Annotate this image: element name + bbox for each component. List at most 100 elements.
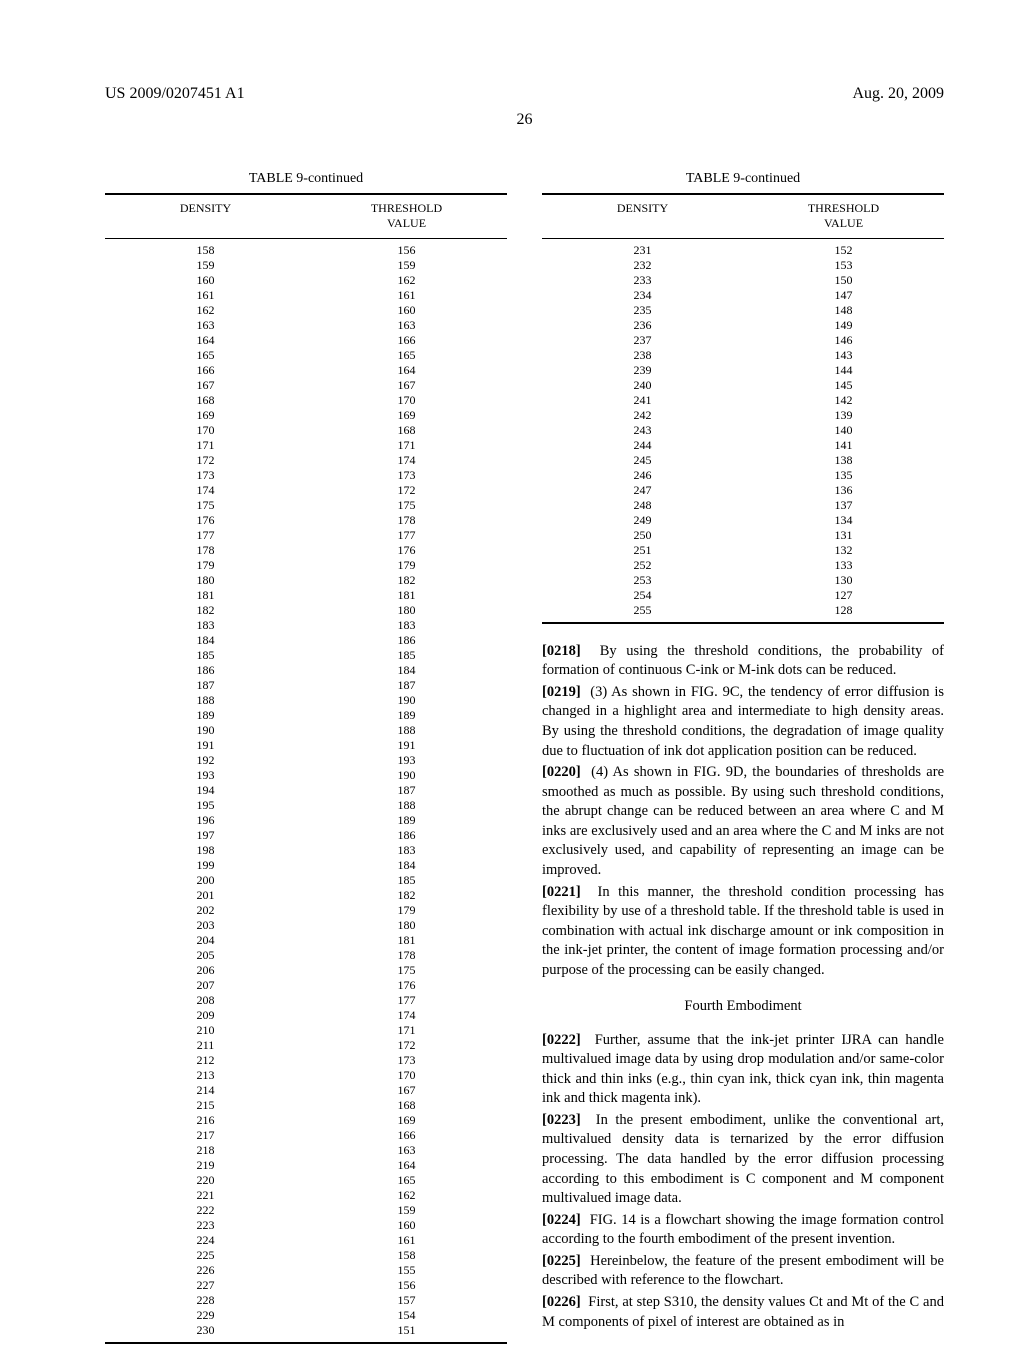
paragraph-number: [0218] [542, 643, 600, 659]
table-row: 174172 [105, 483, 507, 498]
page-header: US 2009/0207451 A1 Aug. 20, 2009 [105, 85, 944, 103]
paragraph-text: First, at step S310, the density values … [542, 1294, 944, 1330]
threshold-cell: 168 [306, 1098, 507, 1113]
table-row: 166164 [105, 363, 507, 378]
density-cell: 164 [105, 333, 306, 348]
threshold-cell: 184 [306, 663, 507, 678]
paragraph: [0223] In the present embodiment, unlike… [542, 1111, 944, 1209]
threshold-cell: 162 [306, 1188, 507, 1203]
density-cell: 254 [542, 588, 743, 603]
table-row: 209174 [105, 1008, 507, 1023]
density-cell: 210 [105, 1023, 306, 1038]
table-row: 222159 [105, 1203, 507, 1218]
density-cell: 249 [542, 513, 743, 528]
threshold-cell: 153 [743, 258, 944, 273]
threshold-cell: 135 [743, 468, 944, 483]
table-row: 194187 [105, 783, 507, 798]
threshold-cell: 165 [306, 1173, 507, 1188]
table-row: 182180 [105, 603, 507, 618]
threshold-cell: 166 [306, 333, 507, 348]
density-cell: 222 [105, 1203, 306, 1218]
threshold-cell: 188 [306, 798, 507, 813]
threshold-cell: 165 [306, 348, 507, 363]
density-cell: 190 [105, 723, 306, 738]
threshold-cell: 169 [306, 1113, 507, 1128]
header-right: Aug. 20, 2009 [852, 85, 944, 103]
table-row: 195188 [105, 798, 507, 813]
paragraph-block: [0218] By using the threshold conditions… [542, 642, 944, 981]
density-cell: 159 [105, 258, 306, 273]
table-row: 171171 [105, 438, 507, 453]
table-row: 244141 [542, 438, 944, 453]
density-cell: 221 [105, 1188, 306, 1203]
table-row: 190188 [105, 723, 507, 738]
page-number: 26 [105, 111, 944, 129]
threshold-cell: 182 [306, 573, 507, 588]
table-row: 203180 [105, 918, 507, 933]
density-cell: 214 [105, 1083, 306, 1098]
density-cell: 220 [105, 1173, 306, 1188]
threshold-cell: 178 [306, 948, 507, 963]
paragraph: [0225] Hereinbelow, the feature of the p… [542, 1252, 944, 1291]
density-cell: 176 [105, 513, 306, 528]
density-cell: 228 [105, 1293, 306, 1308]
table-row: 246135 [542, 468, 944, 483]
table-header-threshold: THRESHOLD VALUE [743, 201, 944, 232]
table-row: 252133 [542, 558, 944, 573]
table-row: 226155 [105, 1263, 507, 1278]
table-row: 206175 [105, 963, 507, 978]
threshold-cell: 137 [743, 498, 944, 513]
threshold-cell: 179 [306, 558, 507, 573]
threshold-cell: 179 [306, 903, 507, 918]
threshold-cell: 171 [306, 1023, 507, 1038]
threshold-cell: 131 [743, 528, 944, 543]
threshold-cell: 143 [743, 348, 944, 363]
paragraph-number: [0226] [542, 1294, 588, 1310]
paragraph-text: Further, assume that the ink-jet printer… [542, 1032, 944, 1107]
table-row: 184186 [105, 633, 507, 648]
table-row: 225158 [105, 1248, 507, 1263]
threshold-cell: 130 [743, 573, 944, 588]
density-cell: 195 [105, 798, 306, 813]
density-cell: 160 [105, 273, 306, 288]
table-row: 191191 [105, 738, 507, 753]
paragraph-number: [0222] [542, 1032, 595, 1048]
paragraph-text: FIG. 14 is a flowchart showing the image… [542, 1212, 944, 1248]
table-row: 224161 [105, 1233, 507, 1248]
density-cell: 208 [105, 993, 306, 1008]
paragraph: [0226] First, at step S310, the density … [542, 1293, 944, 1332]
density-cell: 206 [105, 963, 306, 978]
table-row: 201182 [105, 888, 507, 903]
right-column: TABLE 9-continued DENSITY THRESHOLD VALU… [542, 169, 944, 1362]
table-row: 169169 [105, 408, 507, 423]
threshold-cell: 159 [306, 1203, 507, 1218]
threshold-cell: 142 [743, 393, 944, 408]
threshold-cell: 140 [743, 423, 944, 438]
table-row: 204181 [105, 933, 507, 948]
density-cell: 225 [105, 1248, 306, 1263]
paragraph-text: Hereinbelow, the feature of the present … [542, 1253, 944, 1289]
content-columns: TABLE 9-continued DENSITY THRESHOLD VALU… [105, 169, 944, 1362]
threshold-cell: 190 [306, 768, 507, 783]
density-cell: 185 [105, 648, 306, 663]
threshold-cell: 145 [743, 378, 944, 393]
density-cell: 226 [105, 1263, 306, 1278]
table-row: 213170 [105, 1068, 507, 1083]
table-left-body: 1581561591591601621611611621601631631641… [105, 239, 507, 1342]
density-cell: 217 [105, 1128, 306, 1143]
threshold-cell: 185 [306, 873, 507, 888]
threshold-cell: 162 [306, 273, 507, 288]
threshold-cell: 168 [306, 423, 507, 438]
density-cell: 186 [105, 663, 306, 678]
density-cell: 170 [105, 423, 306, 438]
threshold-cell: 128 [743, 603, 944, 618]
table-row: 239144 [542, 363, 944, 378]
table-row: 189189 [105, 708, 507, 723]
table-row: 235148 [542, 303, 944, 318]
density-cell: 172 [105, 453, 306, 468]
density-cell: 242 [542, 408, 743, 423]
density-cell: 180 [105, 573, 306, 588]
density-cell: 232 [542, 258, 743, 273]
table-row: 173173 [105, 468, 507, 483]
table-row: 245138 [542, 453, 944, 468]
